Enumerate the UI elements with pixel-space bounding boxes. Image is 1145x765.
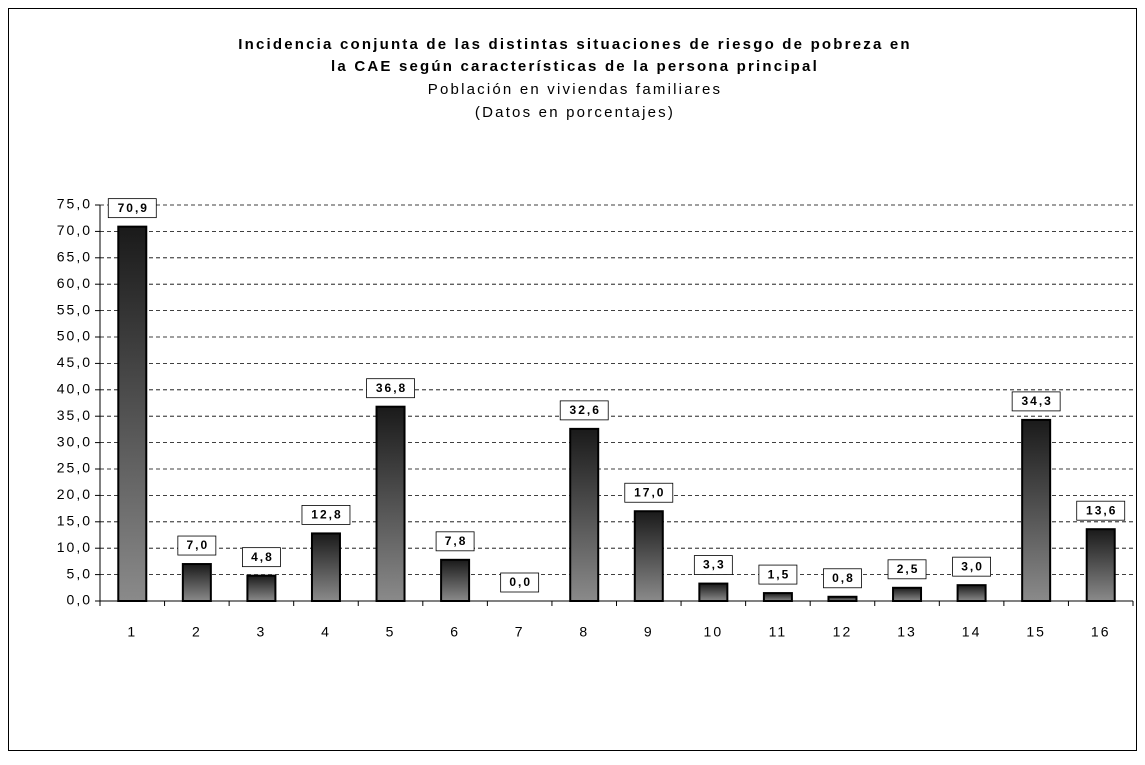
value-label: 34,3 [1021, 394, 1052, 408]
x-tick-label: 10 [704, 624, 724, 640]
x-tick-label: 13 [897, 624, 917, 640]
y-tick-label: 5,0 [67, 565, 92, 581]
y-tick-label: 55,0 [57, 301, 92, 317]
bar [310, 532, 341, 603]
y-tick-label: 0,0 [67, 592, 92, 608]
value-label-box [366, 378, 415, 399]
y-tick-label: 70,0 [57, 222, 92, 238]
value-label-box [301, 505, 351, 525]
value-label-box [693, 555, 733, 575]
value-label: 4,8 [251, 550, 274, 564]
bar [569, 427, 600, 603]
x-tick-label: 6 [450, 624, 460, 640]
x-tick-label: 12 [833, 624, 853, 640]
value-label-box [500, 572, 540, 593]
chart-subtitle: Población en viviendas familiares [428, 81, 722, 98]
x-tick-label: 15 [1026, 624, 1046, 640]
value-label-box [107, 198, 157, 219]
value-label: 1,5 [768, 567, 791, 581]
bar [117, 225, 148, 602]
value-label: 0,8 [832, 571, 855, 585]
bar [1021, 418, 1052, 602]
value-label-box [435, 531, 475, 552]
value-label-box [559, 400, 609, 421]
value-label: 7,0 [187, 538, 210, 552]
value-label-box [1076, 500, 1126, 521]
value-label-box [952, 556, 991, 577]
y-tick-label: 25,0 [57, 460, 92, 476]
x-tick-label: 11 [769, 624, 788, 640]
value-label: 13,6 [1086, 503, 1117, 517]
x-tick-label: 3 [257, 624, 267, 640]
bar [762, 592, 793, 603]
chart-title: Incidencia conjunta de las distintas sit… [238, 36, 912, 53]
chart-title: la CAE según características de la perso… [331, 58, 819, 75]
bar [698, 582, 729, 602]
y-tick-label: 45,0 [57, 354, 92, 370]
y-tick-label: 60,0 [57, 275, 92, 291]
y-tick-label: 65,0 [57, 249, 92, 265]
chart-subtitle: (Datos en porcentajes) [475, 104, 675, 121]
value-label: 0,0 [509, 575, 532, 589]
chart-border [8, 8, 1137, 751]
value-label: 2,5 [897, 562, 920, 576]
y-tick-label: 10,0 [57, 539, 92, 555]
value-label-box [177, 535, 217, 556]
y-tick-label: 20,0 [57, 486, 92, 502]
value-label-box [624, 482, 674, 503]
bar [375, 405, 406, 603]
value-label-box [887, 559, 927, 580]
value-label-box [758, 564, 798, 585]
value-label: 12,8 [311, 508, 342, 522]
value-label-box [823, 568, 862, 589]
y-tick-label: 40,0 [57, 381, 92, 397]
bar [827, 595, 858, 603]
bar [633, 510, 664, 602]
bar [1085, 528, 1116, 603]
bar [892, 586, 923, 602]
x-tick-label: 7 [515, 624, 525, 640]
x-tick-label: 8 [579, 624, 589, 640]
value-label: 3,0 [961, 559, 984, 573]
x-tick-label: 4 [321, 624, 331, 640]
bar [956, 584, 987, 602]
x-tick-label: 9 [644, 624, 654, 640]
x-tick-label: 1 [127, 624, 137, 640]
y-tick-label: 15,0 [57, 513, 92, 529]
x-tick-label: 16 [1091, 624, 1111, 640]
x-tick-label: 2 [192, 624, 202, 640]
value-label-box [1011, 391, 1061, 412]
bar [181, 563, 212, 602]
value-label: 17,0 [634, 485, 665, 499]
value-label: 70,9 [118, 201, 149, 215]
value-label: 32,6 [570, 403, 601, 417]
x-tick-label: 14 [962, 624, 982, 640]
value-label: 7,8 [445, 534, 468, 548]
value-label-box [242, 547, 281, 568]
bar [246, 574, 277, 603]
value-label: 3,3 [703, 558, 726, 572]
y-tick-label: 35,0 [57, 407, 92, 423]
y-tick-label: 30,0 [57, 433, 92, 449]
value-label: 36,8 [376, 381, 407, 395]
bar [440, 558, 471, 602]
x-tick-label: 5 [386, 624, 396, 640]
y-tick-label: 75,0 [57, 196, 92, 212]
y-tick-label: 50,0 [57, 328, 92, 344]
